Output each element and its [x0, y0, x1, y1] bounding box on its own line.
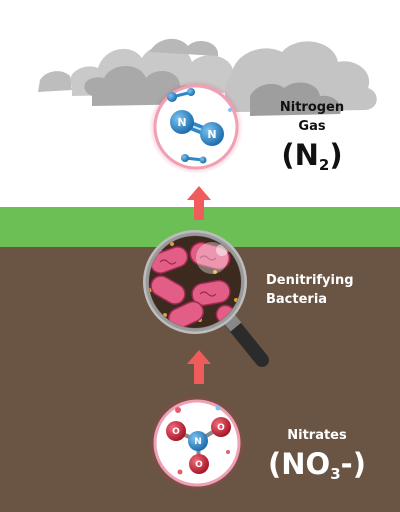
up-arrow-icon: [187, 186, 211, 220]
bacteria-name-line1: Denitrifying: [266, 273, 354, 288]
formula-end: ): [329, 138, 343, 172]
nitrogen-molecule-icon: [167, 88, 232, 164]
nitrates-name: Nitrates: [287, 428, 347, 443]
nitrogen-gas-label: Nitrogen Gas (N2): [262, 98, 362, 182]
nitrates-label: Nitrates (NO3-): [262, 426, 372, 491]
formula-subscript: 2: [318, 156, 330, 174]
formula-main: (NO: [268, 447, 331, 481]
bacteria-name-line2: Bacteria: [266, 292, 328, 307]
nitrogen-gas-name-line2: Gas: [298, 119, 326, 134]
formula-main: (N: [281, 138, 319, 172]
atom-label-n3: N: [194, 437, 202, 447]
nitrogen-gas-name-line1: Nitrogen: [279, 100, 345, 115]
formula-end: -): [340, 447, 366, 481]
bacteria-cluster: [149, 236, 241, 328]
magnifying-glass-icon: [143, 230, 269, 367]
formula-subscript: 3: [330, 465, 341, 483]
atom-label-n2: N: [207, 128, 216, 141]
atom-label-o2: O: [217, 423, 225, 433]
nitrogen-gas-formula: (N2): [262, 138, 362, 182]
nitrogen-gas-bubble: [149, 80, 243, 174]
up-arrow-icon: [187, 350, 211, 384]
cloud-icon: [38, 38, 377, 116]
atom-label-o1: O: [172, 427, 180, 437]
nitrates-bubble: [149, 395, 245, 491]
bacteria-label: Denitrifying Bacteria: [266, 271, 376, 309]
nitrate-molecule-icon: [166, 405, 231, 475]
atom-label-n1: N: [177, 116, 186, 129]
atom-label-o3: O: [195, 460, 203, 470]
nitrates-formula: (NO3-): [262, 447, 372, 491]
